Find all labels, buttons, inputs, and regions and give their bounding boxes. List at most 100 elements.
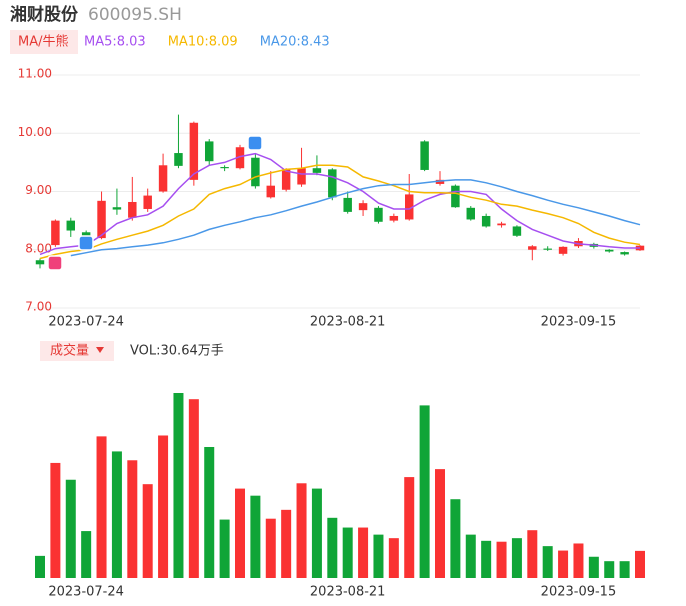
volume-bar <box>111 451 122 578</box>
indicator-label[interactable]: MA/牛熊 <box>18 34 69 50</box>
volume-bar <box>142 484 153 578</box>
dropdown-icon[interactable] <box>96 347 104 353</box>
ma-line <box>70 179 641 257</box>
y-tick-label: 8.00 <box>25 241 52 255</box>
candle-body <box>220 167 229 169</box>
volume-bar <box>188 399 199 578</box>
volume-bar <box>173 393 184 578</box>
signal-icon <box>47 255 63 271</box>
volume-bar <box>542 546 553 578</box>
volume-bar <box>358 527 369 578</box>
volume-badge[interactable] <box>40 341 114 361</box>
x-tick-label: 2023-08-21 <box>310 585 386 600</box>
volume-bar <box>296 483 307 578</box>
volume-bar <box>465 534 476 578</box>
candle-body <box>158 165 168 192</box>
candle-body <box>51 220 60 246</box>
indicator-badge[interactable] <box>10 30 78 54</box>
candle-body <box>97 200 106 239</box>
volume-readout: VOL:30.64万手 <box>130 344 224 359</box>
candle-body <box>435 179 445 184</box>
volume-bar <box>235 488 245 578</box>
volume-title[interactable]: 成交量 <box>50 343 89 359</box>
candle-body <box>235 147 245 169</box>
candle-body <box>35 260 45 265</box>
candle-body <box>512 226 522 236</box>
x-tick-label: 2023-07-24 <box>48 585 124 600</box>
y-tick-label: 7.00 <box>25 300 52 314</box>
candle-body <box>358 203 368 211</box>
ma-line <box>39 152 640 256</box>
volume-bar <box>65 479 76 578</box>
candle-body <box>66 220 75 231</box>
candle-body <box>543 248 552 250</box>
volume-bar <box>419 405 430 578</box>
candle-body <box>466 207 475 220</box>
candle-body <box>128 201 137 218</box>
volume-bar <box>588 556 599 578</box>
candle-body <box>189 122 199 180</box>
volume-bar <box>311 488 322 578</box>
candle-body <box>328 169 337 198</box>
volume-bar <box>127 460 138 578</box>
volume-bar <box>373 534 384 578</box>
candle-body <box>481 215 491 227</box>
volume-bar <box>635 550 645 578</box>
volume-bar <box>342 527 353 578</box>
legend-entry: MA5:8.03 <box>84 35 146 50</box>
volume-bar <box>219 519 230 578</box>
volume-bar <box>35 555 45 578</box>
candle-body <box>497 223 506 226</box>
candle-body <box>174 153 183 166</box>
y-tick-label: 10.00 <box>18 125 52 139</box>
x-tick-label: 2023-09-15 <box>541 585 617 600</box>
candle-body <box>266 185 275 198</box>
volume-bar <box>158 435 169 578</box>
volume-bar <box>81 531 92 578</box>
volume-bar <box>96 436 107 578</box>
candle-body <box>389 215 399 221</box>
candle-body <box>420 141 429 170</box>
legend-entry: MA20:8.43 <box>260 35 330 50</box>
volume-bar <box>573 543 584 578</box>
y-tick-label: 9.00 <box>25 183 52 197</box>
volume-bar <box>281 509 292 578</box>
stock-name: 湘财股份 <box>10 4 79 25</box>
legend-entry: MA10:8.09 <box>168 35 238 50</box>
candle-body <box>251 157 260 187</box>
volume-bar <box>265 518 276 578</box>
candle-body <box>451 185 460 208</box>
signal-icon <box>247 135 263 151</box>
candle-body <box>112 207 122 210</box>
volume-bar <box>450 499 461 578</box>
volume-bar <box>496 541 507 578</box>
stock-code: 600095.SH <box>88 5 182 25</box>
candle-body <box>605 249 614 252</box>
volume-bar <box>435 469 445 578</box>
volume-bar <box>558 550 569 578</box>
candle-body <box>281 169 291 190</box>
volume-bar <box>327 517 338 578</box>
x-tick-label: 2023-07-24 <box>48 315 124 330</box>
y-tick-label: 11.00 <box>18 67 52 81</box>
x-tick-label: 2023-09-15 <box>541 315 617 330</box>
volume-bar <box>404 477 415 578</box>
candle-body <box>312 168 322 173</box>
volume-bar <box>481 540 492 578</box>
volume-bar <box>50 462 61 578</box>
signal-icon <box>78 235 94 251</box>
candle-body <box>374 207 383 222</box>
candle-body <box>143 195 152 209</box>
candle-body <box>343 197 352 212</box>
volume-bar <box>527 530 538 578</box>
volume-bar <box>204 446 215 578</box>
volume-bar <box>604 561 615 578</box>
candle-body <box>297 168 306 185</box>
candle-body <box>620 252 629 255</box>
candle-body <box>405 194 414 220</box>
volume-bar <box>388 538 399 578</box>
volume-bar <box>511 538 522 578</box>
x-tick-label: 2023-08-21 <box>310 315 386 330</box>
candle-body <box>558 246 568 254</box>
